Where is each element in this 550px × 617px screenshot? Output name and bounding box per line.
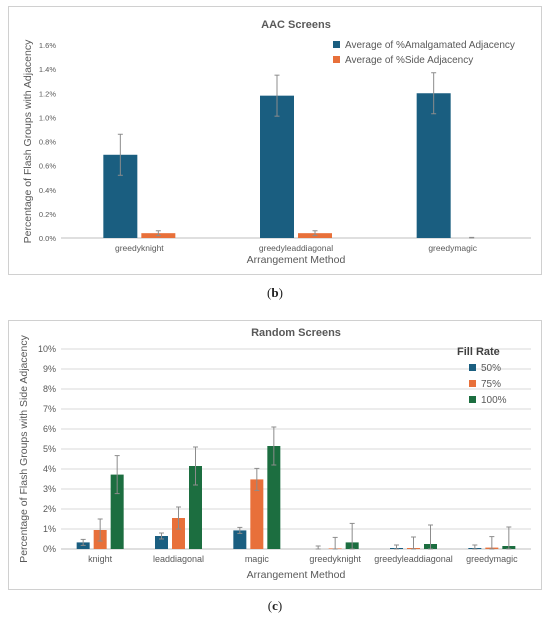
bar xyxy=(250,479,264,549)
legend-swatch xyxy=(333,56,340,63)
legend-label: 50% xyxy=(481,363,501,374)
y-tick-label: 2% xyxy=(43,504,56,514)
legend-title: Fill Rate xyxy=(457,346,500,358)
y-axis-label: Percentage of Flash Groups with Side Adj… xyxy=(18,334,30,562)
x-tick-label: greedyknight xyxy=(115,243,164,253)
y-tick-label: 1% xyxy=(43,524,56,534)
caption-b-close: ) xyxy=(278,285,283,300)
aac-screens-chart-panel: AAC Screens 0.0% 0.2% 0.4% 0.6% 0.8% 1.0% 1.2% 1… xyxy=(8,6,542,275)
x-tick-label: leaddiagonal xyxy=(153,554,204,564)
x-tick-label: greedyknight xyxy=(309,554,361,564)
legend-swatch xyxy=(469,364,476,371)
y-tick-label: 3% xyxy=(43,484,56,494)
y-tick-label: 1.0% xyxy=(39,113,56,122)
y-tick-label: 0.0% xyxy=(39,234,56,243)
x-tick-label: magic xyxy=(245,554,270,564)
y-tick-label: 4% xyxy=(43,464,56,474)
y-tick-label: 1.2% xyxy=(39,89,56,98)
x-tick-label: greedyleaddiagonal xyxy=(374,554,453,564)
y-tick-label: 0.2% xyxy=(39,210,56,219)
legend-swatch xyxy=(469,396,476,403)
caption-b-open: ( xyxy=(267,285,272,300)
y-tick-label: 8% xyxy=(43,384,56,394)
bar xyxy=(233,530,247,549)
legend-swatch xyxy=(469,380,476,387)
caption-b-letter: b xyxy=(271,285,279,300)
aac-screens-chart: AAC Screens 0.0% 0.2% 0.4% 0.6% 0.8% 1.0% 1.2% 1… xyxy=(22,19,531,266)
x-tick-label: greedyleaddiagonal xyxy=(259,243,333,253)
bar xyxy=(260,95,294,238)
bar xyxy=(189,466,202,549)
chart-title: AAC Screens xyxy=(261,19,331,31)
bar xyxy=(155,536,168,549)
x-axis-label: Arrangement Method xyxy=(247,254,346,266)
y-tick-label: 1.6% xyxy=(39,41,56,50)
y-tick-label: 1.4% xyxy=(39,65,56,74)
random-screens-chart-panel: Random Screens 0% 1% 2% 3% 4% 5% 6% 7% 8% 9% 10% kni… xyxy=(8,320,542,590)
x-axis-label: Arrangement Method xyxy=(247,569,346,581)
legend-label: Average of %Side Adjacency xyxy=(345,55,473,66)
legend-label: 100% xyxy=(481,395,507,406)
y-tick-label: 0.8% xyxy=(39,138,56,147)
caption-c-close: ) xyxy=(277,598,283,613)
bar xyxy=(110,474,124,549)
y-tick-label: 5% xyxy=(43,444,56,454)
bar xyxy=(172,518,185,549)
y-tick-label: 6% xyxy=(43,424,56,434)
x-tick-label: greedymagic xyxy=(428,243,477,253)
legend-label: Average of %Amalgamated Adjacency xyxy=(345,40,515,51)
x-tick-label: knight xyxy=(88,554,113,564)
y-tick-label: 9% xyxy=(43,364,56,374)
y-axis-label: Percentage of Flash Groups with Adjacenc… xyxy=(22,39,34,243)
y-tick-label: 7% xyxy=(43,404,56,414)
legend-swatch xyxy=(333,41,340,48)
y-tick-label: 0.4% xyxy=(39,186,56,195)
y-tick-label: 10% xyxy=(38,344,56,354)
caption-c-letter: c xyxy=(272,598,278,613)
legend-label: 75% xyxy=(481,379,501,390)
caption-c: (c) xyxy=(0,598,550,614)
random-screens-chart: Random Screens 0% 1% 2% 3% 4% 5% 6% 7% 8% 9% 10% kni… xyxy=(18,327,531,581)
caption-b: (b) xyxy=(0,285,550,301)
caption-c-open: ( xyxy=(267,598,273,613)
bar xyxy=(267,446,281,549)
bar xyxy=(416,93,451,238)
y-tick-label: 0.6% xyxy=(39,162,56,171)
x-tick-label: greedymagic xyxy=(466,554,518,564)
chart-title: Random Screens xyxy=(251,327,341,339)
y-tick-label: 0% xyxy=(43,544,56,554)
